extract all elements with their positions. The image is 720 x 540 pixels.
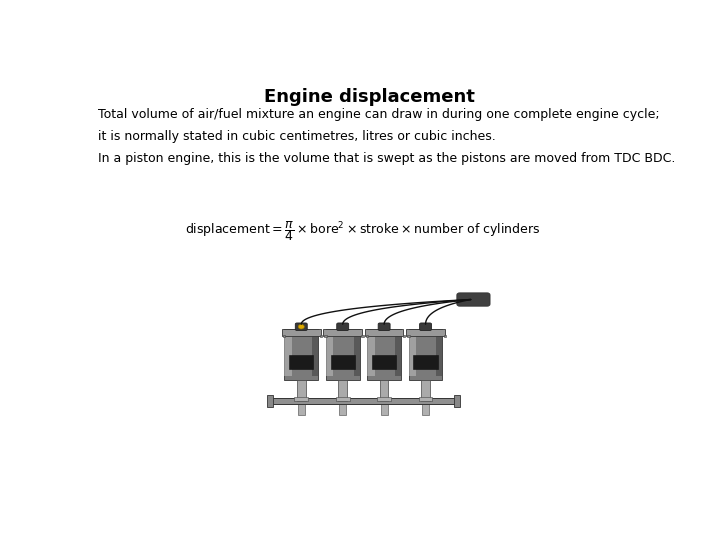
Bar	[402, 335, 405, 338]
Bar	[406, 329, 445, 336]
Bar	[282, 329, 320, 336]
Circle shape	[298, 325, 305, 329]
Bar	[436, 333, 443, 376]
Bar	[284, 329, 318, 380]
Text: In a piston engine, this is the volume that is swept as the pistons are moved fr: In a piston engine, this is the volume t…	[99, 152, 676, 165]
Bar	[395, 333, 401, 376]
Bar	[354, 333, 359, 376]
FancyBboxPatch shape	[378, 323, 390, 330]
Bar	[366, 335, 368, 338]
Bar	[454, 395, 459, 407]
Bar	[377, 397, 391, 401]
Bar	[298, 401, 305, 415]
Bar	[338, 380, 347, 401]
Bar	[367, 329, 401, 380]
Bar	[367, 333, 374, 376]
Bar	[422, 401, 429, 415]
Bar	[312, 333, 318, 376]
Bar	[289, 355, 313, 369]
Bar	[409, 329, 443, 380]
FancyBboxPatch shape	[337, 323, 348, 330]
Bar	[320, 335, 322, 338]
Bar	[326, 333, 333, 376]
Bar	[297, 380, 305, 401]
Bar	[267, 395, 273, 407]
Bar	[339, 401, 346, 415]
Text: Engine displacement: Engine displacement	[264, 87, 474, 106]
Bar	[413, 355, 438, 369]
Bar	[294, 397, 308, 401]
Bar	[283, 335, 285, 338]
Bar	[361, 335, 364, 338]
Bar	[444, 335, 446, 338]
FancyBboxPatch shape	[420, 323, 431, 330]
Text: Total volume of air/fuel mixture an engine can draw in during one complete engin: Total volume of air/fuel mixture an engi…	[99, 109, 660, 122]
Bar	[372, 355, 396, 369]
Bar	[418, 397, 433, 401]
Bar	[284, 333, 292, 376]
Bar	[380, 380, 388, 401]
Bar	[365, 329, 403, 336]
Bar	[336, 397, 350, 401]
Bar	[326, 329, 359, 380]
FancyBboxPatch shape	[295, 323, 307, 330]
Text: it is normally stated in cubic centimetres, litres or cubic inches.: it is normally stated in cubic centimetr…	[99, 130, 496, 143]
Bar	[330, 355, 355, 369]
Bar	[271, 398, 456, 404]
FancyBboxPatch shape	[457, 293, 490, 306]
Bar	[323, 329, 362, 336]
Bar	[324, 335, 327, 338]
Text: $\mathrm{displacement} = \dfrac{\pi}{4} \times \mathrm{bore}^2 \times \mathrm{st: $\mathrm{displacement} = \dfrac{\pi}{4} …	[185, 219, 541, 243]
Bar	[407, 335, 410, 338]
Bar	[409, 333, 416, 376]
Bar	[381, 401, 387, 415]
Bar	[421, 380, 430, 401]
